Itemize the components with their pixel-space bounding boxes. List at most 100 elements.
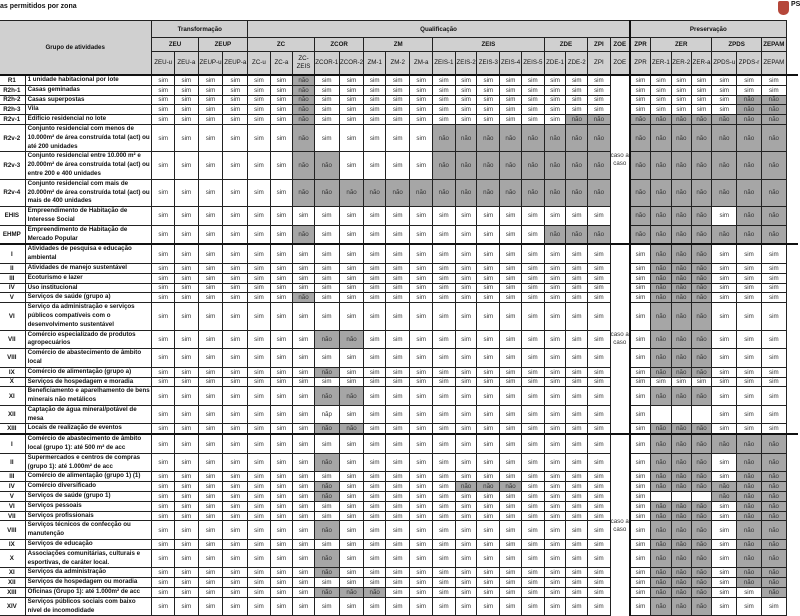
permission-cell: sim xyxy=(269,178,294,208)
permission-cell: sim xyxy=(628,386,652,406)
permission-cell: sim xyxy=(151,123,176,153)
activity-description: Locais de realização de eventos xyxy=(24,423,153,435)
permission-cell: não xyxy=(690,386,713,406)
permission-cell: sim xyxy=(628,481,652,493)
permission-cell: sim xyxy=(247,329,271,350)
permission-cell: sim xyxy=(338,94,365,106)
permission-cell: sim xyxy=(222,539,249,550)
permission-cell: sim xyxy=(587,348,611,368)
table-edge xyxy=(786,567,798,578)
permission-cell: sim xyxy=(313,224,340,245)
activity-code: R2h-1 xyxy=(0,84,26,96)
permission-cell: sim xyxy=(247,423,271,435)
permission-cell: sim xyxy=(363,491,386,502)
permission-cell: sim xyxy=(151,548,176,569)
permission-cell: sim xyxy=(454,471,478,483)
permission-cell: sim xyxy=(247,302,271,331)
table-row: VI Serviços pessoais sim sim sim sim sim sim sim… xyxy=(0,500,798,512)
permission-cell: sim xyxy=(499,243,522,264)
permission-cell: sim xyxy=(476,433,501,454)
permission-cell: sim xyxy=(499,84,522,96)
permission-cell: não xyxy=(736,151,762,180)
permission-cell: não xyxy=(587,114,611,125)
permission-cell: não xyxy=(650,577,672,589)
permission-cell: sim xyxy=(520,452,545,473)
permission-cell: sim xyxy=(247,520,271,541)
permission-cell: sim xyxy=(363,151,386,180)
permission-cell: sim xyxy=(247,548,271,569)
permission-cell: sim xyxy=(247,376,271,388)
permission-cell: sim xyxy=(222,292,249,304)
permission-cell: sim xyxy=(247,104,271,116)
permission-cell: sim xyxy=(520,491,545,502)
permission-cell: sim xyxy=(174,178,199,208)
permission-cell: sim xyxy=(476,577,501,589)
permission-cell: sim xyxy=(222,348,249,368)
permission-cell: não xyxy=(338,386,365,406)
permission-cell: sim xyxy=(384,206,411,226)
permission-cell: sim xyxy=(363,386,386,406)
permission-cell: sim xyxy=(363,510,386,522)
permission-cell: sim xyxy=(384,500,411,512)
permission-cell: sim xyxy=(174,404,199,425)
table-edge xyxy=(786,539,798,550)
permission-cell: não xyxy=(736,206,762,226)
permission-cell: sim xyxy=(409,282,433,294)
permission-cell: sim xyxy=(711,243,738,264)
permission-cell: sim xyxy=(520,243,545,264)
permission-cell: sim xyxy=(151,366,176,378)
permission-cell: sim xyxy=(711,73,738,86)
permission-cell: sim xyxy=(174,376,199,388)
permission-cell: não xyxy=(650,123,672,153)
permission-cell: sim xyxy=(499,423,522,435)
permission-cell: não xyxy=(338,329,365,350)
permission-cell xyxy=(690,491,713,502)
permission-cell: sim xyxy=(384,262,411,274)
permission-cell: sim xyxy=(292,329,315,350)
permission-cell: sim xyxy=(476,104,501,116)
permission-cell: sim xyxy=(499,272,522,284)
permission-cell: não xyxy=(670,366,692,378)
permission-cell: não xyxy=(628,178,652,208)
table-row: IV Comércio diversificado sim sim sim sim sim s… xyxy=(0,481,798,493)
permission-cell: sim xyxy=(476,548,501,569)
permission-cell: sim xyxy=(313,376,340,388)
permission-cell: sim xyxy=(736,423,762,435)
permission-cell: não xyxy=(292,292,315,304)
permission-cell: sim xyxy=(197,178,224,208)
permission-cell: sim xyxy=(431,206,456,226)
permission-cell: sim xyxy=(384,587,411,598)
permission-cell: sim xyxy=(222,577,249,589)
permission-cell: sim xyxy=(151,433,176,454)
permission-cell: sim xyxy=(760,73,787,86)
permission-cell: sim xyxy=(247,292,271,304)
permission-cell: sim xyxy=(292,481,315,493)
permission-cell: não xyxy=(313,567,340,579)
permission-cell: sim xyxy=(431,73,456,86)
permission-cell: sim xyxy=(384,114,411,125)
permission-cell: sim xyxy=(476,243,501,264)
permission-cell: sim xyxy=(174,73,199,86)
permission-cell: sim xyxy=(476,94,501,106)
permission-cell: sim xyxy=(222,224,249,245)
permission-cell: sim xyxy=(628,433,652,454)
subzone-header: ZC-a xyxy=(269,51,294,76)
permission-cell: sim xyxy=(476,224,501,245)
permission-cell: não xyxy=(628,123,652,153)
permission-cell: sim xyxy=(247,151,271,180)
permission-cell: sim xyxy=(269,206,294,226)
permission-cell: sim xyxy=(174,292,199,304)
activity-code: VI xyxy=(0,500,26,512)
permission-cell: sim xyxy=(269,94,294,106)
permission-cell: não xyxy=(760,491,787,502)
activity-description: Serviços da administração xyxy=(24,567,153,579)
city-hall-logo: PS xyxy=(778,1,800,19)
permission-cell: não xyxy=(543,151,567,180)
permission-cell: não xyxy=(338,178,365,208)
permission-cell: sim xyxy=(543,272,567,284)
permission-cell: sim xyxy=(384,272,411,284)
permission-cell: sim xyxy=(543,114,567,125)
permission-cell: sim xyxy=(292,423,315,435)
permission-cell: sim xyxy=(174,151,199,180)
permission-cell: sim xyxy=(431,491,456,502)
